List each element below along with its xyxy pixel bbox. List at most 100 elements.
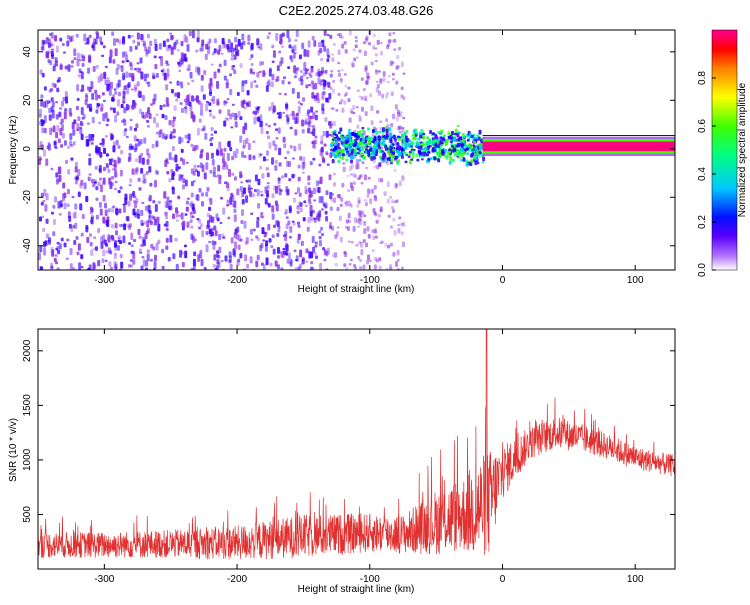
heatmap-cell bbox=[396, 35, 400, 39]
heatmap-cell bbox=[340, 141, 344, 145]
heatmap-cell bbox=[345, 200, 349, 207]
heatmap-cell bbox=[362, 41, 366, 45]
heatmap-cell bbox=[164, 114, 168, 121]
heatmap-cell bbox=[138, 108, 142, 114]
heatmap-cell bbox=[104, 259, 108, 262]
heatmap-cell bbox=[64, 65, 68, 70]
heatmap-cell bbox=[360, 249, 364, 256]
heatmap-cell bbox=[281, 32, 285, 37]
heatmap-cell bbox=[125, 103, 129, 111]
heatmap-cell bbox=[393, 48, 397, 51]
heatmap-cell bbox=[101, 258, 105, 264]
heatmap-cell bbox=[112, 38, 116, 46]
heatmap-cell bbox=[149, 182, 153, 187]
heatmap-cell bbox=[294, 114, 298, 118]
heatmap-cell bbox=[185, 200, 189, 205]
heatmap-cell bbox=[113, 88, 117, 91]
heatmap-cell bbox=[318, 210, 322, 218]
heatmap-cell bbox=[66, 203, 70, 207]
heatmap-cell bbox=[314, 114, 318, 121]
heatmap-cell bbox=[67, 211, 71, 218]
heatmap-cell bbox=[358, 116, 362, 122]
heatmap-cell bbox=[180, 137, 184, 143]
heatmap-cell bbox=[208, 109, 212, 113]
heatmap-cell bbox=[203, 172, 207, 179]
heatmap-cell bbox=[253, 116, 257, 125]
heatmap-cell bbox=[63, 111, 67, 120]
heatmap-cell bbox=[366, 259, 370, 265]
heatmap-cell bbox=[369, 147, 373, 152]
heatmap-cell bbox=[293, 249, 297, 253]
heatmap-cell bbox=[197, 254, 201, 262]
heatmap-cell bbox=[98, 121, 102, 125]
heatmap-cell bbox=[170, 89, 174, 94]
heatmap-cell bbox=[155, 122, 159, 128]
heatmap-cell bbox=[332, 43, 336, 46]
heatmap-cell bbox=[345, 135, 349, 139]
heatmap-cell bbox=[197, 100, 201, 105]
heatmap-cell bbox=[297, 224, 301, 228]
heatmap-cell bbox=[102, 45, 106, 49]
heatmap-cell bbox=[122, 36, 126, 44]
heatmap-cell bbox=[334, 234, 338, 240]
heatmap-cell bbox=[330, 107, 334, 111]
spectrogram-y-tick-label: 20 bbox=[22, 94, 33, 106]
heatmap-cell bbox=[358, 141, 362, 146]
heatmap-cell bbox=[209, 198, 213, 205]
heatmap-cell bbox=[324, 80, 328, 86]
heatmap-cell bbox=[320, 135, 324, 141]
heatmap-cell bbox=[329, 152, 333, 158]
heatmap-cell bbox=[265, 131, 269, 134]
heatmap-cell bbox=[105, 219, 109, 226]
heatmap-cell bbox=[294, 267, 298, 270]
heatmap-cell bbox=[282, 247, 286, 251]
heatmap-cell bbox=[80, 266, 84, 269]
heatmap-cell bbox=[68, 223, 72, 229]
heatmap-cell bbox=[52, 65, 56, 72]
heatmap-cell bbox=[136, 62, 140, 65]
heatmap-cell bbox=[420, 129, 424, 134]
heatmap-cell bbox=[356, 124, 360, 129]
heatmap-cell bbox=[375, 219, 379, 224]
heatmap-cell bbox=[44, 240, 48, 246]
heatmap-cell bbox=[307, 181, 311, 186]
heatmap-cell bbox=[184, 213, 188, 216]
heatmap-cell bbox=[109, 81, 113, 89]
heatmap-cell bbox=[313, 95, 317, 99]
heatmap-cell bbox=[375, 130, 379, 136]
heatmap-cell bbox=[168, 205, 172, 211]
heatmap-cell bbox=[284, 230, 288, 236]
heatmap-cell bbox=[108, 261, 112, 267]
heatmap-cell bbox=[369, 198, 373, 205]
heatmap-cell bbox=[180, 212, 184, 220]
heatmap-cell bbox=[260, 190, 264, 193]
heatmap-cell bbox=[154, 169, 158, 175]
heatmap-cell bbox=[152, 246, 156, 251]
heatmap-cell bbox=[283, 143, 287, 149]
heatmap-cell bbox=[231, 203, 235, 207]
heatmap-cell bbox=[117, 145, 121, 149]
heatmap-cell bbox=[157, 223, 161, 232]
heatmap-cell bbox=[444, 148, 448, 153]
heatmap-cell bbox=[80, 179, 84, 186]
heatmap-cell bbox=[361, 133, 365, 137]
heatmap-cell bbox=[313, 139, 317, 145]
heatmap-cell bbox=[246, 102, 250, 107]
heatmap-cell bbox=[140, 222, 144, 226]
heatmap-cell bbox=[103, 71, 107, 80]
heatmap-cell bbox=[227, 109, 231, 117]
heatmap-cell bbox=[217, 49, 221, 55]
heatmap-cell bbox=[359, 241, 363, 248]
heatmap-cell bbox=[389, 242, 393, 247]
heatmap-cell bbox=[336, 206, 340, 212]
heatmap-cell bbox=[239, 185, 243, 192]
heatmap-cell bbox=[51, 128, 55, 132]
heatmap-cell bbox=[428, 139, 432, 145]
heatmap-cell bbox=[468, 143, 472, 147]
heatmap-cell bbox=[43, 115, 47, 124]
heatmap-cell bbox=[256, 38, 260, 46]
heatmap-cell bbox=[380, 178, 384, 183]
heatmap-cell bbox=[306, 226, 310, 232]
heatmap-cell bbox=[140, 265, 144, 270]
